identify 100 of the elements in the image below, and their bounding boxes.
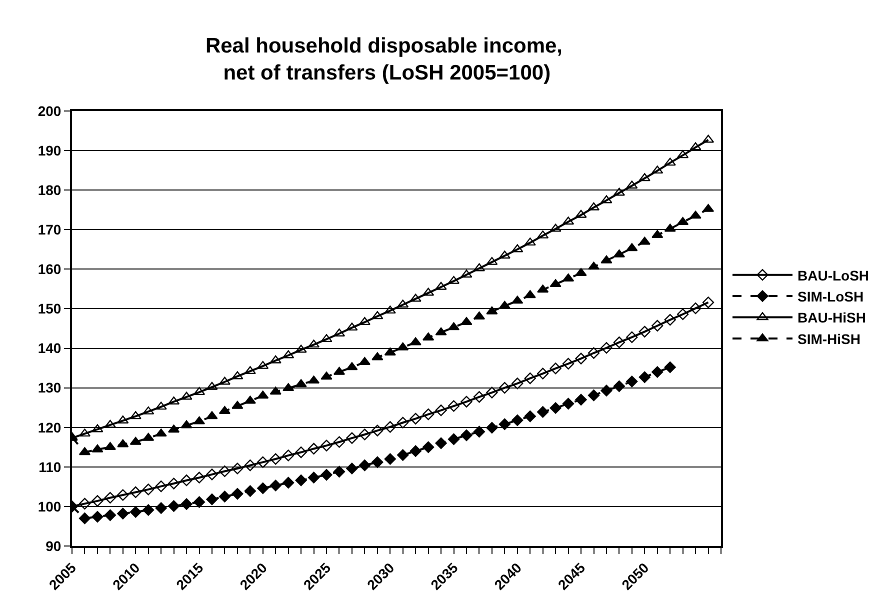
- point: [435, 327, 447, 336]
- point: [320, 334, 332, 342]
- point: [512, 244, 524, 252]
- point: [244, 460, 256, 472]
- point: [142, 504, 154, 516]
- point: [652, 230, 664, 238]
- legend-label: BAU-LoSH: [797, 267, 870, 284]
- point: [92, 495, 104, 507]
- point: [193, 496, 206, 508]
- point: [180, 392, 192, 400]
- point: [257, 456, 269, 468]
- point: [180, 420, 192, 428]
- point: [460, 317, 472, 326]
- point: [257, 390, 269, 399]
- point: [550, 402, 562, 414]
- point: [206, 382, 218, 390]
- y-tick-label: 100: [38, 498, 62, 514]
- point: [218, 490, 231, 502]
- point: [486, 386, 498, 398]
- point: [358, 317, 370, 326]
- point: [486, 256, 498, 265]
- point: [270, 386, 282, 395]
- point: [600, 255, 612, 264]
- point: [486, 422, 498, 434]
- point: [600, 384, 612, 396]
- point: [575, 394, 587, 406]
- point: [320, 372, 332, 380]
- point: [346, 362, 358, 370]
- point: [117, 489, 129, 501]
- point: [690, 302, 702, 314]
- point: [358, 428, 370, 440]
- point: [92, 424, 104, 432]
- point: [308, 472, 320, 484]
- point: [358, 460, 370, 472]
- point: [295, 474, 307, 486]
- point: [626, 376, 638, 388]
- point: [664, 361, 676, 374]
- point: [282, 350, 294, 358]
- point: [142, 484, 154, 496]
- point: [397, 342, 409, 350]
- point: [397, 416, 409, 428]
- point: [626, 180, 638, 189]
- point: [562, 398, 574, 410]
- y-tick-label: 190: [38, 142, 62, 158]
- y-tick-label: 110: [38, 458, 62, 475]
- point: [588, 347, 600, 359]
- point: [142, 406, 154, 414]
- point: [550, 362, 562, 374]
- point: [308, 442, 320, 455]
- point: [130, 506, 142, 518]
- point: [690, 210, 702, 219]
- point: [372, 456, 384, 468]
- point: [410, 445, 422, 457]
- point: [448, 400, 460, 412]
- point: [664, 314, 676, 326]
- point: [180, 498, 192, 510]
- point: [92, 510, 104, 523]
- point: [384, 453, 396, 465]
- point: [460, 270, 472, 278]
- point: [117, 508, 129, 520]
- point: [435, 404, 447, 416]
- point: [206, 494, 218, 506]
- point: [117, 439, 129, 448]
- y-tick-label: 200: [38, 102, 62, 119]
- point: [104, 509, 116, 521]
- point: [180, 474, 192, 486]
- point: [512, 414, 524, 426]
- point: [562, 358, 574, 370]
- point: [638, 326, 650, 338]
- point: [104, 420, 116, 428]
- point: [244, 396, 256, 404]
- point: [460, 396, 472, 408]
- point: [168, 500, 180, 512]
- point: [626, 331, 638, 343]
- point: [397, 300, 409, 308]
- point: [155, 480, 167, 492]
- y-tick-label: 170: [38, 222, 62, 238]
- point: [664, 158, 676, 166]
- point: [613, 249, 625, 258]
- point: [270, 480, 282, 492]
- point: [130, 486, 142, 498]
- point: [638, 236, 650, 245]
- point: [473, 426, 486, 438]
- point: [346, 432, 358, 444]
- point: [295, 446, 307, 458]
- point: [384, 306, 396, 314]
- point: [168, 424, 180, 433]
- point: [130, 411, 142, 420]
- point: [372, 352, 384, 360]
- point: [550, 224, 562, 232]
- point: [498, 418, 510, 430]
- point: [244, 366, 256, 374]
- point: [78, 498, 91, 510]
- point: [524, 372, 536, 384]
- point: [78, 512, 91, 524]
- point: [575, 210, 587, 218]
- point: [638, 371, 650, 383]
- point: [652, 166, 664, 174]
- y-tick-label: 160: [38, 261, 62, 278]
- point: [346, 322, 358, 331]
